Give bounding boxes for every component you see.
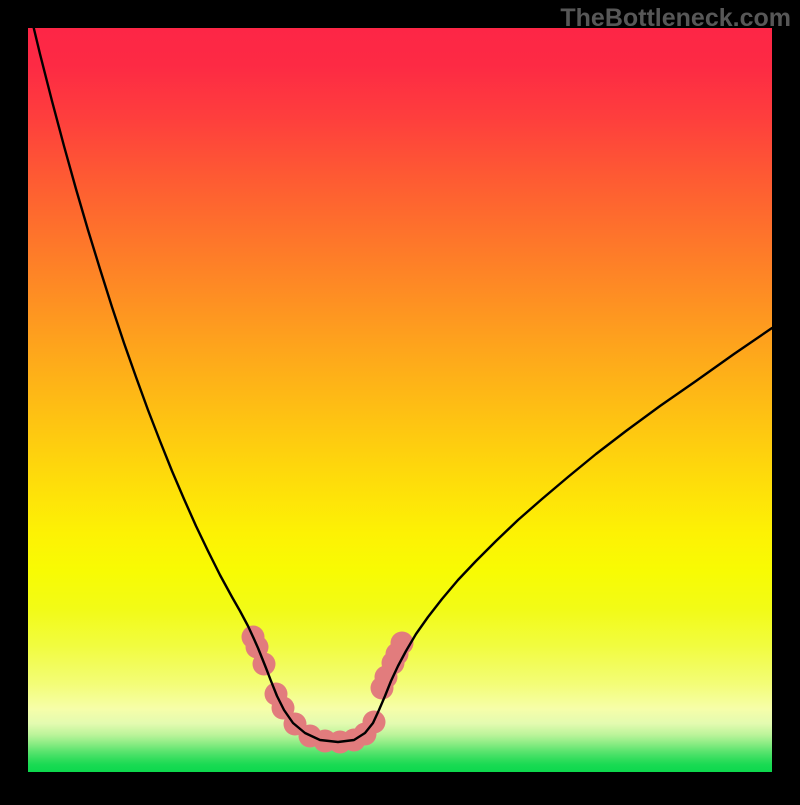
frame-border-left bbox=[0, 0, 28, 800]
watermark-text: TheBottleneck.com bbox=[560, 4, 791, 32]
frame-border-right bbox=[772, 0, 800, 800]
chart-svg: TheBottleneck.com bbox=[0, 0, 800, 800]
chart-root: TheBottleneck.com bbox=[0, 0, 800, 805]
frame-border-bottom bbox=[0, 772, 800, 800]
